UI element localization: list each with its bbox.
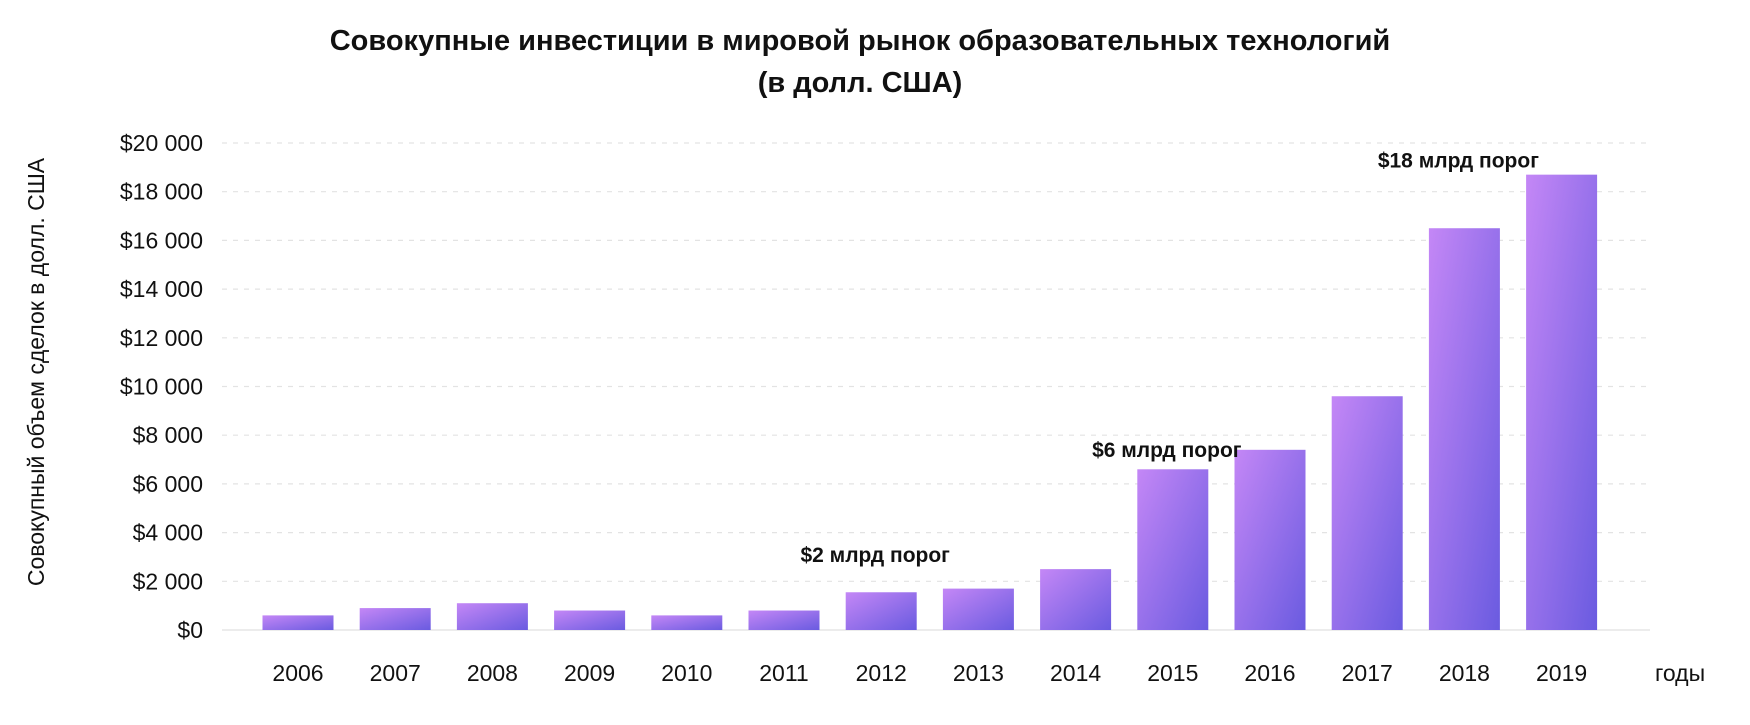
y-tick-label: $6 000: [133, 471, 203, 497]
bar-2012: [845, 592, 917, 630]
x-axis-title: годы: [1655, 660, 1705, 686]
threshold-annotation: $2 млрд порог: [800, 544, 950, 567]
threshold-annotation: $6 млрд порог: [1092, 439, 1242, 462]
x-tick-label: 2014: [1050, 660, 1101, 686]
x-tick-label: 2018: [1439, 660, 1490, 686]
y-tick-label: $20 000: [120, 130, 203, 156]
bar-2017: [1331, 396, 1403, 630]
x-tick-label: 2013: [953, 660, 1004, 686]
chart-title: Совокупные инвестиции в мировой рынок об…: [330, 25, 1391, 57]
bar-2009: [554, 610, 626, 630]
y-tick-label: $12 000: [120, 325, 203, 351]
y-tick-label: $8 000: [133, 422, 203, 448]
y-tick-label: $18 000: [120, 179, 203, 205]
y-tick-label: $4 000: [133, 520, 203, 546]
bar-2015: [1137, 469, 1209, 630]
y-tick-label: $0: [177, 617, 203, 643]
y-tick-label: $10 000: [120, 374, 203, 400]
bar-2014: [1040, 569, 1112, 630]
x-tick-label: 2011: [759, 660, 808, 686]
x-tick-label: 2008: [467, 660, 518, 686]
x-tick-label: 2017: [1342, 660, 1393, 686]
x-tick-label: 2006: [272, 660, 323, 686]
x-tick-label: 2016: [1244, 660, 1295, 686]
bar-2013: [942, 588, 1014, 630]
y-tick-label: $2 000: [133, 568, 203, 594]
bar-2007: [359, 608, 431, 630]
bar-2016: [1234, 449, 1306, 630]
bar-2011: [748, 610, 820, 630]
bar-2008: [456, 603, 528, 630]
x-tick-label: 2019: [1536, 660, 1587, 686]
x-tick-label: 2010: [661, 660, 712, 686]
x-tick-label: 2012: [856, 660, 907, 686]
chart-subtitle: (в долл. США): [758, 67, 963, 99]
bar-2018: [1428, 228, 1500, 630]
y-axis-title: Совокупный объем сделок в долл. США: [23, 157, 49, 586]
bar-2019: [1526, 174, 1598, 630]
y-tick-label: $14 000: [120, 276, 203, 302]
bar-2010: [651, 615, 723, 630]
x-tick-label: 2009: [564, 660, 615, 686]
threshold-annotation: $18 млрд порог: [1378, 149, 1539, 172]
y-tick-label: $16 000: [120, 227, 203, 253]
bar-2006: [262, 615, 334, 630]
x-tick-label: 2015: [1147, 660, 1198, 686]
x-tick-label: 2007: [370, 660, 421, 686]
